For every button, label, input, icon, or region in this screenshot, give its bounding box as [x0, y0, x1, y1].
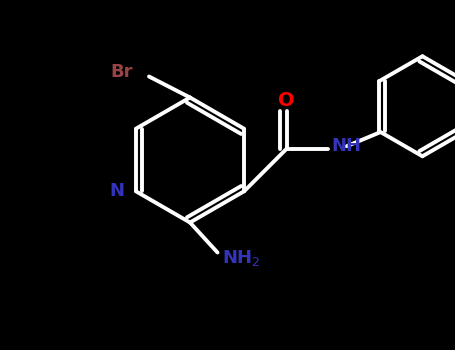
Text: Br: Br — [110, 63, 132, 80]
Text: O: O — [278, 91, 295, 110]
Text: N: N — [110, 182, 125, 200]
Text: NH: NH — [332, 137, 362, 155]
Text: NH$_2$: NH$_2$ — [222, 247, 261, 267]
